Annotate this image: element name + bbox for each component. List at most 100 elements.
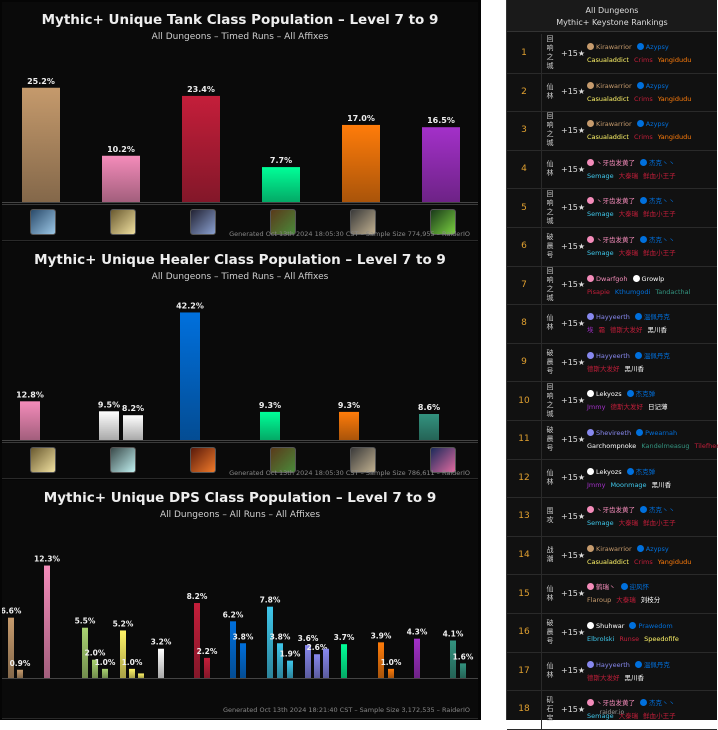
player-name[interactable]: Prawedom: [629, 622, 673, 630]
player-name[interactable]: 鲜血小王子: [643, 249, 676, 257]
player-name[interactable]: Crims: [633, 133, 653, 142]
player-name[interactable]: 丶牙齿发黄了: [587, 236, 635, 244]
player-name[interactable]: 黑川香: [647, 326, 668, 335]
ranking-row[interactable]: 15 仙 林 +15★ 鹤瑞丶 迎风怀 Flaroup 大泰瑞 刘枝分: [507, 574, 717, 614]
player-name[interactable]: 杰克弹: [626, 467, 655, 476]
ranking-row[interactable]: 6 破 晨 号 +15★ 丶牙齿发黄了 杰克丶丶 Semage 大泰瑞 鲜血小王子: [507, 227, 717, 267]
player-name[interactable]: Moonmage: [610, 480, 647, 489]
player-name[interactable]: 杰克弹: [626, 390, 655, 398]
ranking-row[interactable]: 18 矶 石 宝 +15★ 丶牙齿发黄了 杰克丶丶 Semage 大泰瑞 鲜血小王子: [507, 690, 717, 730]
player-name[interactable]: Kthumgodi: [614, 287, 651, 296]
player-name[interactable]: 丶牙齿发黄了: [587, 699, 635, 707]
player-name[interactable]: Kirawarrior: [587, 120, 632, 128]
player-name[interactable]: Kandelmeasug: [641, 442, 690, 450]
ranking-row[interactable]: 3 回 响 之 城 +15★ Kirawarrior Azypsy Casualaddic…: [507, 111, 717, 151]
player-name[interactable]: Crims: [633, 56, 653, 64]
ranking-row[interactable]: 16 破 晨 号 +15★ Shuhwar Prawedom Elbrolski Runse…: [507, 613, 717, 653]
player-name[interactable]: 杰克丶丶: [640, 506, 675, 514]
player-name[interactable]: Garchompnoke: [587, 442, 637, 450]
player-name[interactable]: Semage: [587, 519, 614, 528]
player-name[interactable]: 鲜血小王子: [643, 712, 676, 721]
player-name[interactable]: 德斯大发好: [587, 364, 620, 373]
player-name[interactable]: Speedofife: [644, 635, 679, 643]
player-name[interactable]: Runse: [619, 635, 640, 643]
player-name[interactable]: Azypsy: [636, 43, 669, 51]
player-name[interactable]: 丶牙齿发黄了: [587, 197, 635, 205]
player-name[interactable]: 杰克丶丶: [640, 699, 675, 707]
player-name[interactable]: Semage: [587, 210, 614, 219]
player-name[interactable]: Yangidudu: [657, 133, 692, 142]
ranking-row[interactable]: 5 回 响 之 城 +15★ 丶牙齿发黄了 杰克丶丶 Semage 大泰瑞 鲜血小王子: [507, 188, 717, 228]
player-name[interactable]: Hayyeerth: [587, 351, 630, 360]
player-name[interactable]: 鲜血小王子: [643, 210, 676, 219]
player-name[interactable]: 杰克丶丶: [640, 197, 675, 205]
ranking-row[interactable]: 11 破 晨 号 +15★ Shevireeth Pwearnah Garchompnok…: [507, 420, 718, 460]
player-name[interactable]: 迎风怀: [620, 583, 649, 591]
player-name[interactable]: Shuhwar: [587, 622, 624, 630]
ranking-row[interactable]: 1 回 响 之 城 +15★ Kirawarrior Azypsy Casualaddic…: [507, 34, 717, 74]
player-name[interactable]: Azypsy: [636, 544, 669, 553]
player-name[interactable]: 刘枝分: [640, 596, 661, 605]
player-name[interactable]: 大泰瑞: [618, 249, 639, 257]
player-name[interactable]: Hayyeerth: [587, 660, 630, 669]
player-name[interactable]: Dwarfgoh: [587, 274, 628, 283]
player-name[interactable]: 温佩丹克: [634, 660, 670, 669]
player-name[interactable]: Yangidudu: [657, 557, 692, 566]
ranking-row[interactable]: 13 围 攻 +15★ 丶牙齿发黄了 杰克丶丶 Semage 大泰瑞 鲜血小王子: [507, 497, 717, 537]
player-name[interactable]: Pwearnah: [636, 429, 677, 437]
player-name[interactable]: 德斯大发好: [587, 673, 620, 682]
player-name[interactable]: Crims: [633, 557, 653, 566]
player-name[interactable]: Casualaddict: [587, 133, 629, 142]
player-name[interactable]: Kirawarrior: [587, 43, 632, 51]
player-name[interactable]: 大泰瑞: [616, 596, 636, 605]
player-name[interactable]: Casualaddict: [587, 557, 629, 566]
player-name[interactable]: 德斯大发好: [610, 326, 643, 335]
player-name[interactable]: 大泰瑞: [618, 210, 639, 219]
player-name[interactable]: 温佩丹克: [634, 313, 670, 321]
player-name[interactable]: Tilefhemosh: [694, 442, 718, 450]
player-name[interactable]: 埃: [587, 326, 594, 335]
player-name[interactable]: Shevireeth: [587, 429, 631, 437]
player-name[interactable]: Flaroup: [587, 596, 612, 605]
player-name[interactable]: Yangidudu: [657, 56, 692, 64]
player-name[interactable]: Jmmy: [587, 403, 606, 412]
player-name[interactable]: Tandacthal: [655, 287, 691, 296]
ranking-row[interactable]: 10 回 响 之 城 +15★ Lekyozs 杰克弹 Jmmy 德斯大发好 日记薄: [507, 381, 717, 421]
player-name[interactable]: Kirawarrior: [587, 544, 632, 553]
player-name[interactable]: Lekyozs: [587, 467, 622, 476]
player-name[interactable]: Casualaddict: [587, 56, 629, 64]
ranking-row[interactable]: 8 仙 林 +15★ Hayyeerth 温佩丹克埃霜德斯大发好 黑川香: [507, 304, 717, 344]
player-name[interactable]: 黑川香: [624, 673, 645, 682]
player-name[interactable]: 杰克丶丶: [640, 236, 675, 244]
player-name[interactable]: 大泰瑞: [618, 712, 639, 721]
player-name[interactable]: 杰克丶丶: [640, 158, 675, 167]
ranking-row[interactable]: 12 仙 林 +15★ Lekyozs 杰克弹 Jmmy Moonmage 黑川香: [507, 458, 717, 499]
player-name[interactable]: Crims: [633, 94, 653, 103]
ranking-row[interactable]: 17 仙 林 +15★ Hayyeerth 温佩丹克 德斯大发好 黑川香: [507, 651, 717, 692]
player-name[interactable]: Pisapie: [587, 287, 610, 296]
ranking-row[interactable]: 9 破 晨 号 +15★ Hayyeerth 温佩丹克 德斯大发好 黑川香: [507, 342, 717, 383]
ranking-row[interactable]: 4 仙 林 +15★ 丶牙齿发黄了 杰克丶丶 Semage 大泰瑞 鲜血小王子: [507, 149, 717, 190]
player-name[interactable]: 温佩丹克: [634, 351, 670, 360]
ranking-row[interactable]: 14 战 潮 +15★ Kirawarrior Azypsy Casualaddict Cr…: [507, 535, 717, 576]
player-name[interactable]: 黑川香: [651, 480, 672, 489]
player-name[interactable]: Semage: [587, 249, 614, 257]
player-name[interactable]: Elbrolski: [587, 635, 615, 643]
player-name[interactable]: 鹤瑞丶: [587, 583, 616, 591]
player-name[interactable]: Jmmy: [587, 480, 606, 489]
player-name[interactable]: Yangidudu: [657, 94, 692, 103]
player-name[interactable]: 黑川香: [624, 364, 645, 373]
player-name[interactable]: 日记薄: [647, 403, 668, 412]
player-name[interactable]: 大泰瑞: [618, 171, 639, 180]
player-name[interactable]: 鲜血小王子: [643, 519, 676, 528]
player-name[interactable]: 丶牙齿发黄了: [587, 506, 635, 514]
player-name[interactable]: 德斯大发好: [610, 403, 643, 412]
player-name[interactable]: 霜: [598, 326, 606, 335]
player-name[interactable]: Growlp: [632, 274, 664, 283]
player-name[interactable]: Semage: [587, 712, 614, 721]
player-name[interactable]: Kirawarrior: [587, 81, 632, 90]
player-name[interactable]: Azypsy: [636, 120, 669, 128]
player-name[interactable]: 鲜血小王子: [643, 171, 676, 180]
ranking-row[interactable]: 2 仙 林 +15★ Kirawarrior Azypsy Casualaddict Cri…: [507, 72, 717, 113]
player-name[interactable]: 大泰瑞: [618, 519, 639, 528]
